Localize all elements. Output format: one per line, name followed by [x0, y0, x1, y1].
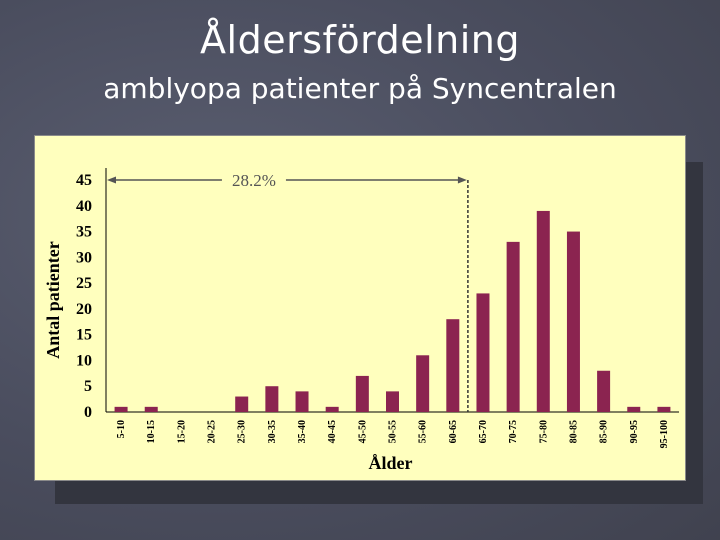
- x-tick-label: 10-15: [146, 420, 157, 443]
- x-tick-label: 45-50: [357, 420, 368, 443]
- arrowhead-right: [457, 176, 467, 184]
- y-tick-label: 35: [76, 224, 92, 241]
- x-tick-label: 85-90: [599, 420, 610, 443]
- x-tick-label: 60-65: [448, 420, 459, 443]
- bar: [325, 406, 339, 412]
- y-tick-label: 20: [76, 301, 92, 318]
- bars: [114, 210, 671, 412]
- x-tick-label: 35-40: [297, 420, 308, 443]
- chart-panel: 0 5 10 15 20 25 30 35 40 45 5-10 10-15 15-20 20-25 25…: [34, 135, 686, 481]
- x-tick-label: 15-20: [176, 420, 187, 443]
- arrowhead-left: [107, 176, 116, 184]
- x-tick-label: 50-55: [388, 420, 399, 443]
- y-tick-label: 5: [84, 378, 92, 395]
- slide-subtitle: amblyopa patienter på Syncentralen: [103, 72, 617, 105]
- bar: [235, 396, 249, 412]
- percentage-annotation: 28.2%: [107, 171, 469, 412]
- y-tick-labels: 0 5 10 15 20 25 30 35 40 45: [76, 172, 92, 421]
- bar: [265, 386, 279, 412]
- x-axis-label: Ålder: [369, 453, 413, 473]
- x-tick-label: 95-100: [659, 420, 670, 448]
- bar: [536, 210, 550, 412]
- bar: [144, 406, 158, 412]
- annotation-label: 28.2%: [232, 171, 276, 190]
- y-tick-label: 40: [76, 198, 92, 215]
- y-axis-label: Antal patienter: [43, 241, 63, 358]
- y-tick-label: 45: [76, 172, 92, 189]
- bar: [657, 406, 671, 412]
- x-tick-label: 70-75: [508, 420, 519, 443]
- bar: [446, 319, 460, 412]
- bar: [295, 391, 309, 412]
- bar: [476, 293, 490, 412]
- y-tick-label: 10: [76, 352, 92, 369]
- bar: [386, 391, 399, 412]
- x-tick-label: 55-60: [418, 420, 429, 443]
- x-tick-label: 75-80: [538, 420, 549, 443]
- bar: [566, 231, 580, 412]
- bar: [597, 370, 611, 412]
- x-tick-label: 40-45: [327, 420, 338, 443]
- y-tick-label: 30: [76, 249, 92, 266]
- x-tick-label: 90-95: [629, 420, 640, 443]
- y-tick-label: 0: [84, 404, 92, 421]
- x-tick-label: 20-25: [207, 420, 218, 443]
- bar: [627, 406, 641, 412]
- x-tick-label: 65-70: [478, 420, 489, 443]
- bar: [355, 375, 369, 412]
- slide-title: Åldersfördelning: [200, 18, 520, 62]
- x-tick-label: 25-30: [237, 420, 248, 443]
- bar: [416, 355, 430, 412]
- bar-chart: 0 5 10 15 20 25 30 35 40 45 5-10 10-15 15-20 20-25 25…: [43, 168, 679, 473]
- x-tick-label: 30-35: [267, 420, 278, 443]
- x-tick-label: 5-10: [116, 420, 127, 438]
- x-tick-label: 80-85: [568, 420, 579, 443]
- bar: [506, 241, 520, 412]
- y-tick-label: 25: [76, 275, 92, 292]
- x-tick-labels: 5-10 10-15 15-20 20-25 25-30 30-35 35-40 40-45 4…: [116, 420, 670, 448]
- bar: [114, 406, 128, 412]
- y-tick-label: 15: [76, 327, 92, 344]
